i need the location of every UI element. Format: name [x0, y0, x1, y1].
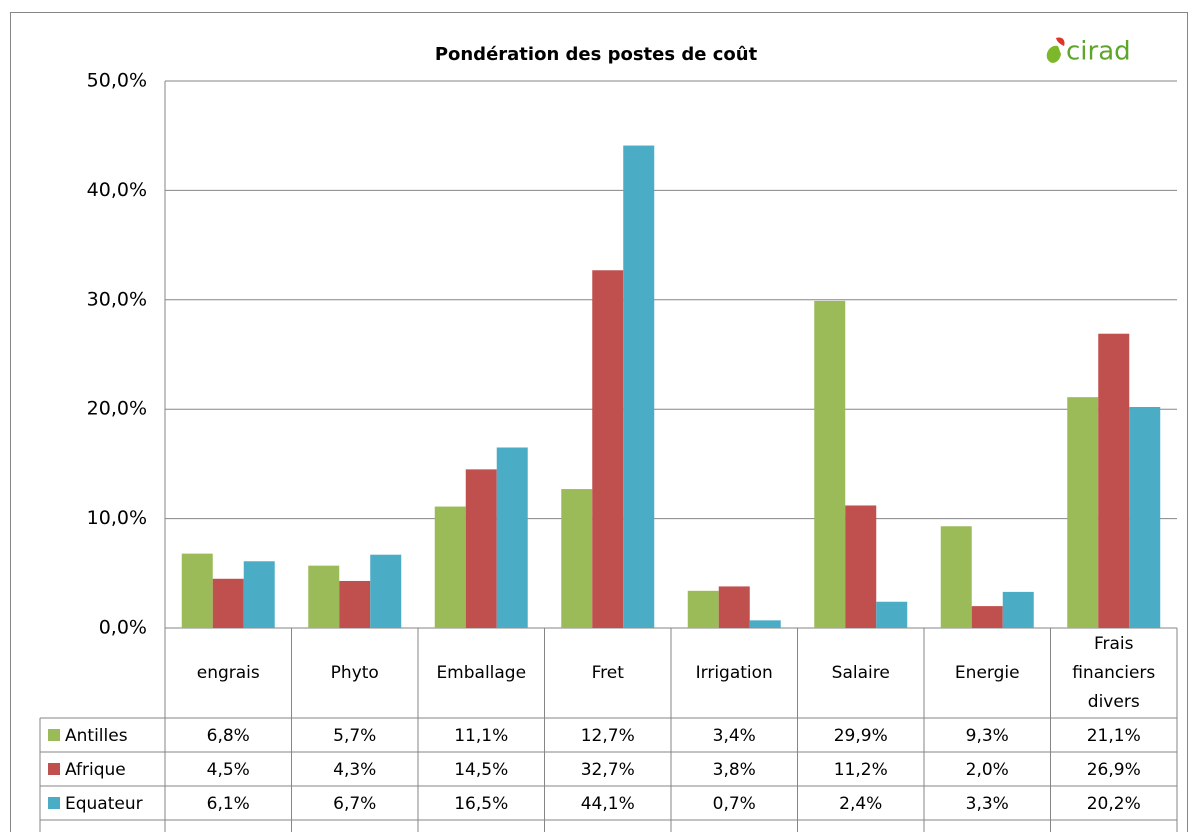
x-tick-label: engrais: [196, 662, 260, 683]
bar: [592, 270, 624, 628]
legend-label: Antilles: [65, 726, 128, 746]
category-cell: engrais: [196, 662, 260, 683]
bar: [1067, 397, 1099, 628]
value-label: 5,7%: [333, 726, 376, 746]
category-cell: Fret: [591, 662, 624, 683]
x-tick-label: Energie: [954, 662, 1020, 683]
value-label: 12,7%: [581, 726, 635, 746]
bar: [496, 447, 528, 628]
bar: [814, 300, 846, 628]
x-tick-label: Salaire: [831, 662, 890, 683]
bar: [243, 561, 275, 628]
category-cell: Irrigation: [695, 662, 773, 683]
legend-swatch: [48, 729, 60, 741]
category-cell: Salaire: [831, 662, 890, 683]
bar: [434, 506, 466, 628]
y-tick-label: 20,0%: [87, 398, 147, 420]
category-cell: Phyto: [330, 662, 379, 683]
x-tick-label: Fret: [591, 662, 624, 683]
logo-leaf: [1046, 45, 1061, 63]
bar: [749, 620, 781, 628]
x-tick-label: Irrigation: [695, 662, 773, 683]
value-label: 2,4%: [839, 794, 882, 814]
y-tick-label: 30,0%: [87, 288, 147, 310]
logo: cirad: [1066, 37, 1131, 67]
value-label: 29,9%: [834, 726, 888, 746]
x-tick-label: Emballage: [436, 662, 527, 683]
value-label: 2,0%: [966, 760, 1009, 780]
bar: [1098, 333, 1130, 628]
value-label: 0,7%: [713, 794, 756, 814]
bar: [1002, 591, 1034, 628]
bar: [1129, 407, 1161, 628]
value-label: 11,1%: [454, 726, 508, 746]
bar: [845, 505, 877, 628]
x-tick-label: Frais financiers divers: [1072, 633, 1156, 712]
logo-leaf: [1056, 37, 1065, 46]
bar: [465, 469, 497, 628]
value-label: 6,1%: [207, 794, 250, 814]
value-label: 6,8%: [207, 726, 250, 746]
chart-title: Pondération des postes de coût: [435, 44, 758, 65]
value-label: 6,7%: [333, 794, 376, 814]
y-tick-label: 10,0%: [87, 507, 147, 529]
bar: [561, 489, 593, 628]
bar: [876, 601, 908, 628]
y-tick-label: 40,0%: [87, 179, 147, 201]
legend-label: Afrique: [65, 760, 126, 780]
value-label: 21,1%: [1087, 726, 1141, 746]
y-tick-label: 0,0%: [99, 617, 147, 639]
bar: [339, 580, 371, 628]
value-label: 4,5%: [207, 760, 250, 780]
value-label: 3,4%: [713, 726, 756, 746]
bar: [623, 145, 655, 628]
value-label: 14,5%: [454, 760, 508, 780]
value-label: 3,8%: [713, 760, 756, 780]
bar: [212, 578, 244, 628]
bar: [370, 554, 402, 628]
bar: [971, 606, 1003, 628]
bar: [940, 526, 972, 628]
value-label: 9,3%: [966, 726, 1009, 746]
legend-label: Equateur: [65, 794, 143, 814]
legend-swatch: [48, 763, 60, 775]
value-label: 32,7%: [581, 760, 635, 780]
bar: [308, 565, 340, 628]
bar: [687, 590, 719, 628]
value-label: 4,3%: [333, 760, 376, 780]
bar: [181, 553, 213, 628]
category-cell: Emballage: [436, 662, 527, 683]
value-label: 11,2%: [834, 760, 888, 780]
category-cell: Frais financiers divers: [1072, 633, 1156, 712]
value-label: 16,5%: [454, 794, 508, 814]
category-cell: Energie: [954, 662, 1020, 683]
value-label: 20,2%: [1087, 794, 1141, 814]
x-tick-label: Phyto: [330, 662, 379, 683]
value-label: 44,1%: [581, 794, 635, 814]
bar: [718, 586, 750, 628]
legend-swatch: [48, 797, 60, 809]
y-tick-label: 50,0%: [87, 70, 147, 92]
value-label: 3,3%: [966, 794, 1009, 814]
value-label: 26,9%: [1087, 760, 1141, 780]
